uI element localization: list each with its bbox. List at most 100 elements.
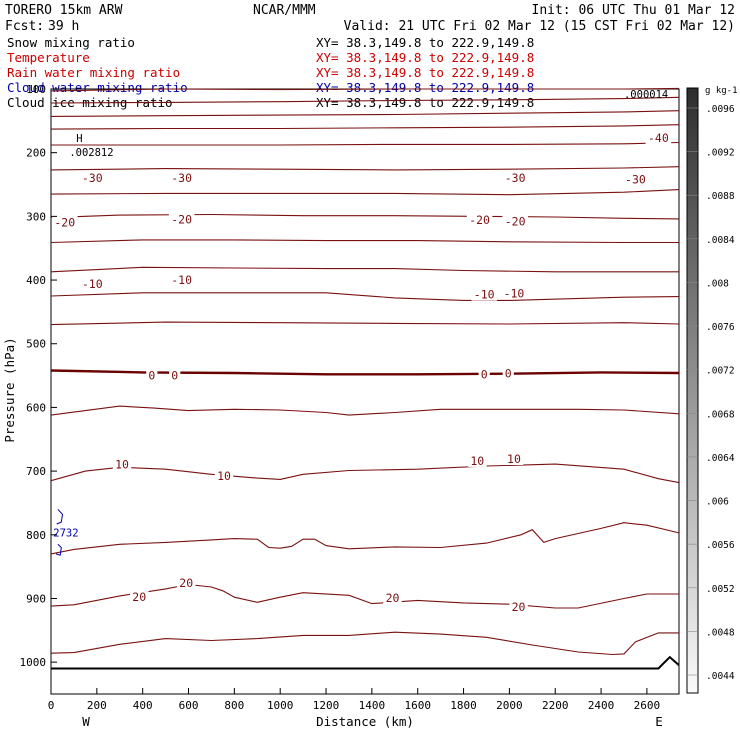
isotherm-line [50,110,680,117]
isotherm-label-bg [622,172,649,186]
colorbar-tick-label: .0068 [706,409,735,420]
isotherm-label-bg [478,367,490,381]
isotherm-label-bg [466,213,493,227]
isotherm-label-bg [112,457,132,471]
x-tick-label: 0 [48,699,55,712]
isotherm-label-bg [383,590,402,604]
isotherm-label-bg [177,576,196,590]
colorbar: .0096 .0092 .0088 .0084 .008 .0076 .0072 .0068.… [686,86,738,694]
freezing-level-line [50,369,680,376]
colorbar-unit: g kg-1 [705,86,738,96]
isotherm-label-bg [471,287,497,301]
x-tick-label: 2600 [634,699,661,712]
contour-labels: -40 -30 -30 -30 -30 -20 -20 -20 -20 -10 -10 -10 -10 0… [51,131,672,614]
colorbar-tick-label: .0092 [706,148,735,159]
x-axis: 0 200 400 600 800 1000 1200 1400 1600 1800 2000 220… [48,688,660,712]
x-tick-label: 1400 [359,699,386,712]
field-list: Snow mixing ratio XY= 38.3,149.8 to 222.… [7,35,534,110]
isotherm-label: 0 [171,369,178,383]
x-tick-label: 1800 [450,699,477,712]
isotherm-label: 20 [179,576,193,590]
isotherm-line [50,321,680,326]
isotherm-label-bg [51,215,78,229]
colorbar-tick-label: .0044 [706,671,735,682]
field-xy: XY= 38.3,149.8 to 222.9,149.8 [316,35,534,50]
x-tick-label: 2400 [588,699,615,712]
isotherm-label: 20 [512,600,526,614]
colorbar-tick-label: .006 [706,497,729,508]
isotherm-label-bg [130,590,149,604]
isotherm-line [50,96,680,104]
x-tick-label: 1000 [267,699,294,712]
header-model: TORERO 15km ARW [5,3,123,18]
isotherm-line [50,522,680,555]
header-fcst-label: Fcst: [5,19,44,34]
isotherm-line [50,189,680,196]
header-valid: Valid: 21 UTC Fri 02 Mar 12 (15 CST Fri … [344,19,735,34]
field-xy: XY= 38.3,149.8 to 222.9,149.8 [316,65,534,80]
annotation-label: .002812 [69,147,113,159]
y-tick-label: 1000 [20,656,47,669]
header-fcst-value: 39 h [48,19,79,34]
isotherm-label: 10 [115,458,129,472]
colorbar-tick-label: .0084 [706,235,735,246]
east-label: E [655,714,663,729]
x-tick-label: 1200 [313,699,340,712]
y-tick-label: 500 [26,338,46,351]
y-tick-label: 200 [26,147,46,160]
surface-line [51,655,680,670]
isotherm-label-bg [169,368,181,382]
y-tick-label: 800 [26,529,46,542]
isotherm-label: -30 [505,171,526,185]
isotherm-contours [50,87,680,656]
colorbar-tick-label: .0052 [706,584,735,595]
isotherm-label: -20 [171,213,192,227]
isotherm-label-bg [502,171,528,185]
x-tick-label: 600 [179,699,199,712]
y-tick-label: 400 [26,274,46,287]
field-xy: XY= 38.3,149.8 to 222.9,149.8 [316,50,534,65]
x-tick-label: 2000 [496,699,523,712]
colorbar-tick-label: .0064 [706,453,735,464]
y-axis-label: Pressure (hPa) [2,337,17,442]
header-init: Init: 06 UTC Thu 01 Mar 12 [532,3,736,18]
isotherm-label-bg [645,131,672,145]
isotherm-label: -40 [648,131,669,145]
isotherm-label: 20 [132,590,146,604]
isotherm-label-bg [79,276,106,290]
isotherm-line [50,583,679,609]
annotations: H .002812 .000014 2732 [53,89,668,540]
colorbar-tick-label: .0056 [706,540,735,551]
y-tick-label: 300 [26,210,46,223]
field-xy: XY= 38.3,149.8 to 222.9,149.8 [316,80,534,95]
y-tick-label: 100 [26,83,46,96]
isotherm-label-bg [168,273,195,287]
x-tick-label: 800 [224,699,244,712]
isotherm-label: 0 [481,367,488,381]
x-tick-label: 2200 [542,699,569,712]
isotherm-label-bg [504,452,524,466]
isotherm-label: -10 [171,273,192,287]
x-tick-label: 1600 [404,699,431,712]
annotation-label: 2732 [53,528,78,540]
isotherm-label: 10 [507,452,521,466]
isotherm-label-bg [168,212,195,226]
cloud-water-contours [55,508,64,556]
isotherm-label: -30 [171,171,192,185]
isotherm-label: 10 [217,469,231,483]
annotation-label: .000014 [624,89,668,101]
isotherm-label-bg [502,214,528,228]
field-name: Snow mixing ratio [7,35,135,50]
isotherm-label-bg [502,366,514,380]
colorbar-tick-label: .0076 [706,322,735,333]
colorbar-gradient [686,87,699,694]
colorbar-tick-label: .008 [706,278,729,289]
x-tick-label: 400 [133,699,153,712]
field-xy: XY= 38.3,149.8 to 222.9,149.8 [316,95,534,110]
isotherm-line [50,124,680,130]
isotherm-line [50,166,680,171]
isotherm-label: -20 [54,216,75,230]
colorbar-tick-label: .0096 [706,104,735,115]
field-name: Rain water mixing ratio [7,65,180,80]
isotherm-label: 10 [470,454,484,468]
